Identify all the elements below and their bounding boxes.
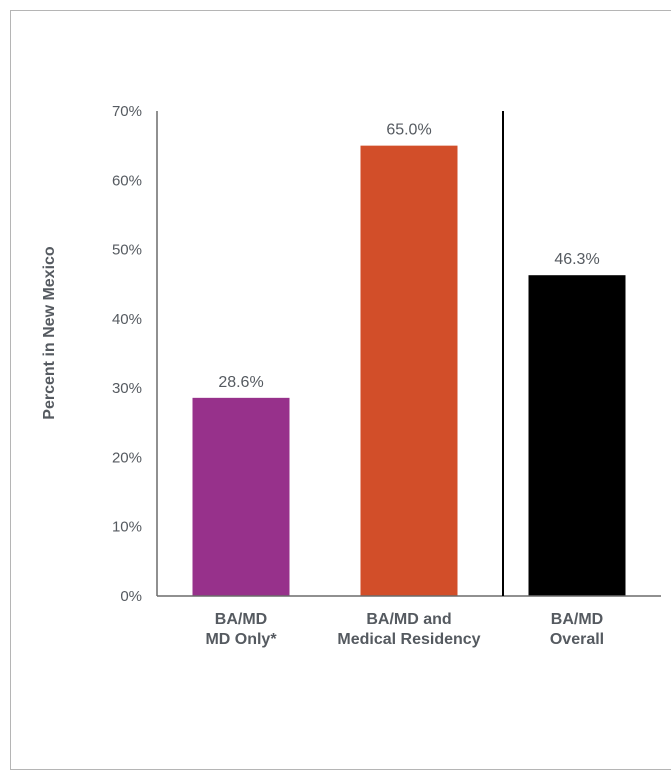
category-label: BA/MD xyxy=(215,611,267,628)
bar-value-label: 46.3% xyxy=(554,251,599,268)
y-tick-label: 0% xyxy=(120,588,142,605)
category-label: BA/MD and xyxy=(366,611,451,628)
bar-chart: Percent in New Mexico 0% 10% 20% 30% 40% 50% 6… xyxy=(41,103,661,648)
y-tick-label: 40% xyxy=(112,311,142,328)
category-label: Overall xyxy=(550,631,604,648)
bar-value-label: 65.0% xyxy=(386,122,431,139)
y-tick-label: 60% xyxy=(112,172,142,189)
bar-value-label: 28.6% xyxy=(218,374,263,391)
bar xyxy=(528,275,626,596)
y-tick-label: 30% xyxy=(112,380,142,397)
y-tick-label: 70% xyxy=(112,103,142,120)
category-label: MD Only* xyxy=(205,631,277,648)
category-label: Medical Residency xyxy=(337,631,480,648)
y-tick-label: 10% xyxy=(112,519,142,536)
y-tick-label: 20% xyxy=(112,449,142,466)
y-axis-title: Percent in New Mexico xyxy=(41,246,58,420)
bar xyxy=(360,145,458,596)
bar xyxy=(192,397,290,596)
category-label: BA/MD xyxy=(551,611,603,628)
y-tick-label: 50% xyxy=(112,242,142,259)
